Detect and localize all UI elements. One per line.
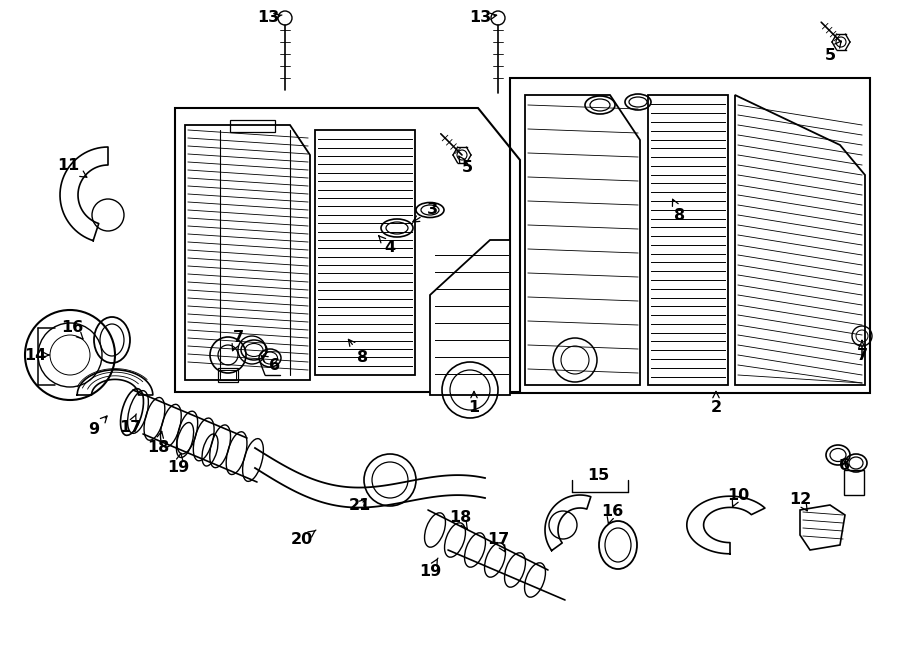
Text: 7: 7 [857, 340, 868, 362]
Polygon shape [60, 147, 108, 241]
Text: 12: 12 [789, 492, 811, 511]
Polygon shape [735, 95, 865, 385]
Polygon shape [430, 240, 510, 395]
Polygon shape [77, 369, 153, 395]
Text: 17: 17 [487, 533, 509, 552]
Text: 5: 5 [824, 41, 842, 63]
Text: 19: 19 [418, 558, 441, 580]
Text: 18: 18 [147, 432, 169, 455]
Polygon shape [800, 505, 845, 550]
Text: 21: 21 [349, 498, 371, 512]
Text: 13: 13 [256, 11, 282, 26]
Text: 11: 11 [57, 157, 86, 177]
Text: 15: 15 [587, 467, 609, 483]
Text: 10: 10 [727, 488, 749, 507]
Text: 18: 18 [449, 510, 471, 529]
Bar [220, 370, 236, 380]
Text: 16: 16 [61, 321, 83, 339]
Text: 6: 6 [840, 457, 850, 473]
Text: 16: 16 [601, 504, 623, 524]
Text: 13: 13 [469, 11, 497, 26]
Polygon shape [185, 125, 310, 380]
Text: 5: 5 [459, 156, 472, 176]
Text: 7: 7 [232, 330, 244, 351]
Text: 17: 17 [119, 414, 141, 436]
Text: 8: 8 [672, 199, 686, 223]
Text: 20: 20 [291, 530, 316, 547]
Polygon shape [545, 495, 590, 551]
Text: 9: 9 [88, 416, 107, 438]
Text: 19: 19 [166, 453, 189, 475]
Polygon shape [687, 496, 765, 554]
Text: 1: 1 [468, 391, 480, 416]
Text: 6: 6 [261, 356, 281, 373]
Text: 3: 3 [413, 202, 437, 222]
Bar [315, 130, 415, 375]
Text: 8: 8 [348, 339, 369, 366]
Bar [844, 470, 864, 495]
Text: 14: 14 [24, 348, 50, 362]
Text: 2: 2 [710, 391, 722, 416]
Bar [218, 368, 238, 382]
Bar [510, 78, 870, 393]
Bar [648, 95, 728, 385]
Polygon shape [525, 95, 640, 385]
Text: 4: 4 [379, 236, 396, 256]
Bar [230, 120, 275, 132]
